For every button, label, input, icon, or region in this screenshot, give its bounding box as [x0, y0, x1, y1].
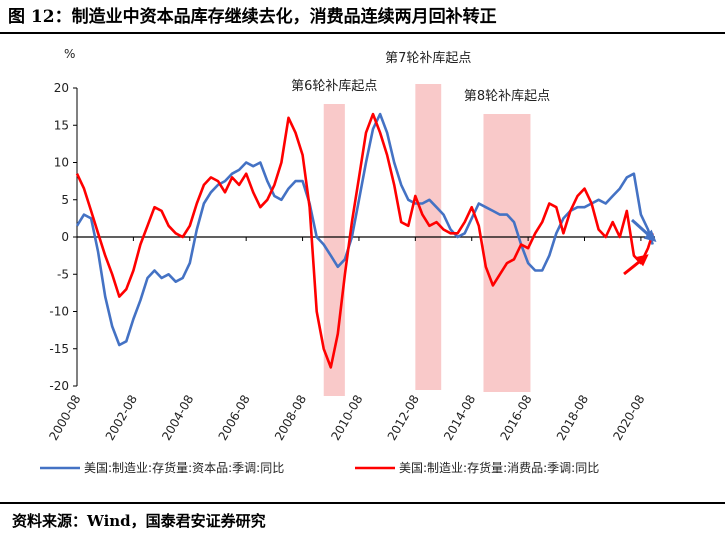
x-tick-label: 2000-08: [46, 393, 83, 443]
shaded-period: [483, 114, 531, 392]
shaded-period-label: 第6轮补库起点: [291, 78, 377, 94]
figure-title: 图 12：制造业中资本品库存继续去化，消费品连续两月回补转正: [0, 0, 725, 34]
x-tick-label: 2012-08: [385, 393, 422, 443]
y-tick-label: -5: [57, 267, 69, 281]
x-tick-label: 2018-08: [554, 393, 591, 443]
y-tick-label: -10: [49, 305, 69, 319]
y-tick-label: -20: [49, 379, 69, 393]
shaded-periods: [323, 84, 531, 396]
x-tick-label: 2002-08: [103, 393, 140, 443]
series-line-consumer-goods: [75, 112, 654, 369]
trend-arrow-down: [630, 218, 657, 243]
x-tick-label: 2016-08: [498, 393, 535, 443]
legend-entry: 美国:制造业:存货量:资本品:季调:同比: [84, 460, 284, 475]
legend-entry: 美国:制造业:存货量:消费品:季调:同比: [399, 460, 599, 475]
shaded-period-label: 第7轮补库起点: [385, 50, 471, 66]
x-tick-label: 2008-08: [272, 393, 309, 443]
x-tick-label: 2004-08: [159, 393, 196, 443]
series-lines: [75, 112, 654, 369]
y-tick-label: -15: [49, 342, 69, 356]
shaded-period-label: 第8轮补库起点: [464, 88, 550, 104]
x-tick-label: 2020-08: [610, 393, 647, 443]
legend: 美国:制造业:存货量:资本品:季调:同比 美国:制造业:存货量:消费品:季调:同比: [40, 460, 599, 475]
figure-source: 资料来源：Wind，国泰君安证券研究: [0, 502, 725, 536]
y-axis-label: %: [64, 47, 75, 61]
y-tick-label: 5: [61, 193, 69, 207]
y-tick-label: 10: [54, 156, 69, 170]
y-tick-label: 0: [61, 230, 69, 244]
series-line-capital-goods: [75, 112, 654, 347]
x-tick-label: 2006-08: [216, 393, 253, 443]
y-tick-label: 15: [54, 118, 69, 132]
y-tick-label: 20: [54, 81, 69, 95]
x-tick-label: 2014-08: [441, 392, 478, 442]
x-tick-label: 2010-08: [328, 393, 365, 443]
trend-arrow-up: [623, 254, 649, 276]
